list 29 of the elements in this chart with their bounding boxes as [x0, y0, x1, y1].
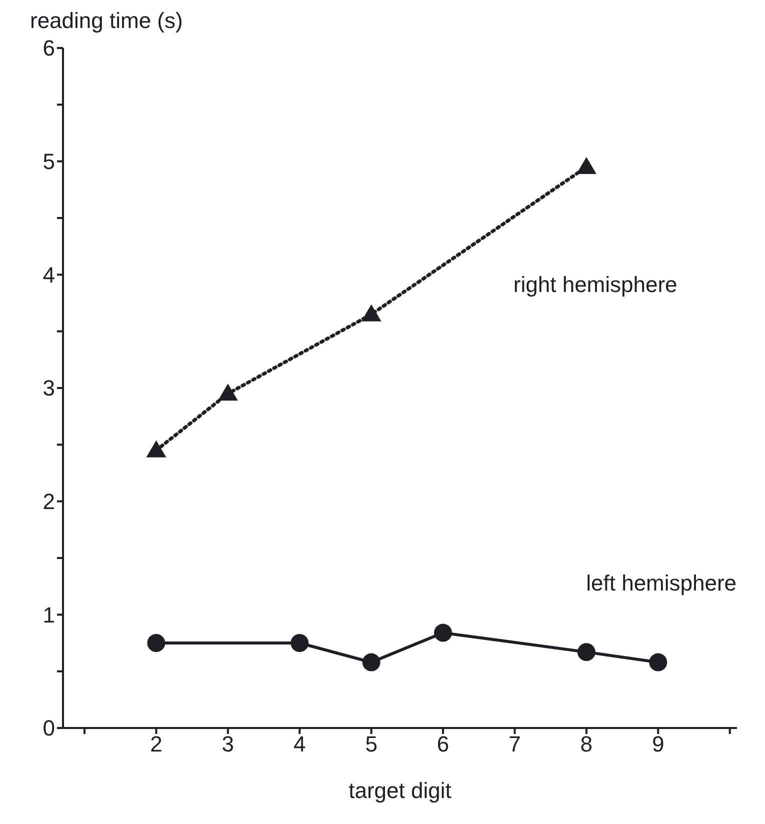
y-tick-label: 1 — [42, 602, 55, 628]
text: left hemisphere — [586, 570, 737, 596]
point — [362, 653, 380, 672]
y-tick-label: 5 — [42, 149, 55, 174]
x-tick-label: 5 — [365, 732, 378, 757]
text: right hemisphere — [513, 272, 678, 297]
x-tick-label: 9 — [652, 732, 664, 757]
x-tick-label: 6 — [436, 732, 450, 757]
point — [649, 653, 668, 672]
x-axis-title: target digit — [348, 778, 452, 803]
point — [147, 634, 166, 652]
y-tick-label: 0 — [42, 716, 55, 741]
point — [290, 634, 309, 652]
point — [218, 384, 238, 401]
x-tick-label: 7 — [508, 732, 521, 757]
point — [576, 157, 596, 174]
y-tick-label: 4 — [42, 262, 55, 288]
y-tick-label: 3 — [42, 376, 55, 401]
x-tick-label: 3 — [222, 732, 234, 757]
y-tick-label: 6 — [42, 36, 55, 61]
y-axis-title: reading time (s) — [30, 8, 183, 33]
point — [434, 624, 452, 642]
point — [577, 643, 596, 662]
x-tick-label: 4 — [293, 732, 306, 757]
x-tick-label: 8 — [580, 732, 593, 757]
point — [146, 440, 166, 458]
point — [361, 304, 382, 322]
x-tick-label: 2 — [150, 732, 162, 757]
y-tick-label: 2 — [42, 489, 55, 514]
